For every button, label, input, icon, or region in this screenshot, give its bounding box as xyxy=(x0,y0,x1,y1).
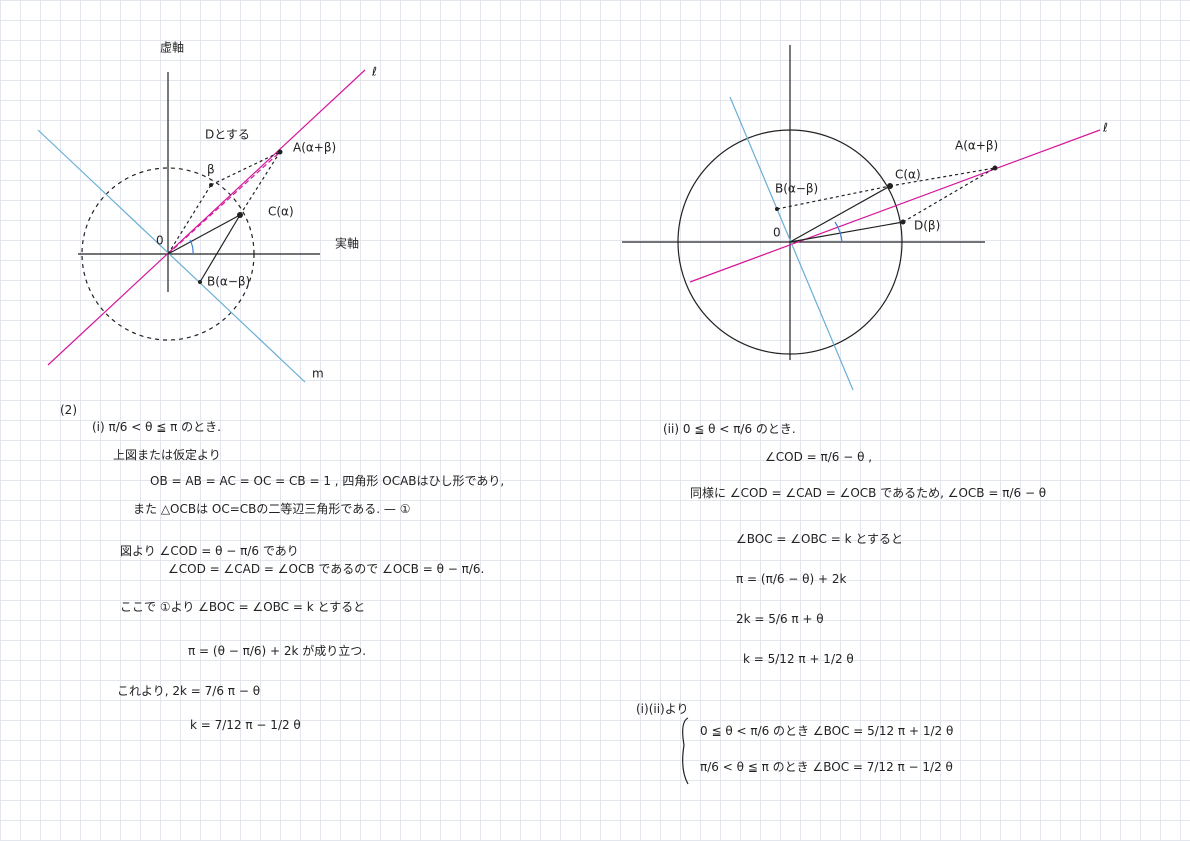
text-line: (i) π/6 < θ ≦ π のとき. xyxy=(92,420,221,434)
left-diagram xyxy=(37,69,366,383)
text-line: ここで ①より ∠BOC = ∠OBC = k とすると xyxy=(120,600,366,614)
label: D(β) xyxy=(914,219,940,233)
text-line: ∠BOC = ∠OBC = k とすると xyxy=(736,532,903,546)
text-line: また △OCBは OC=CBの二等辺三角形である. — ① xyxy=(133,502,411,516)
label: C(α) xyxy=(895,168,921,182)
text-line: これより, 2k = 7/6 π − θ xyxy=(117,684,261,698)
text-line: (ii) 0 ≦ θ < π/6 のとき. xyxy=(663,422,796,436)
text-line: 上図または仮定より xyxy=(113,448,221,462)
text-line: π = (θ − π/6) + 2k が成り立つ. xyxy=(188,644,367,658)
text-line: π = (π/6 − θ) + 2k xyxy=(736,572,847,586)
label: m xyxy=(312,367,324,381)
text-line: 同様に ∠COD = ∠CAD = ∠OCB であるため, ∠OCB = π/6… xyxy=(690,486,1047,500)
text-line: (i)(ii)より xyxy=(636,702,689,716)
label: 実軸 xyxy=(335,236,359,251)
text-line: k = 5/12 π + 1/2 θ xyxy=(743,652,854,666)
label: 0 xyxy=(156,234,164,248)
text-line: 0 ≦ θ < π/6 のとき ∠BOC = 5/12 π + 1/2 θ xyxy=(700,724,954,738)
text-line: π/6 < θ ≦ π のとき ∠BOC = 7/12 π − 1/2 θ xyxy=(700,760,953,774)
label: 0 xyxy=(773,226,781,240)
label: ℓ xyxy=(371,65,377,79)
text-line: ∠COD = π/6 − θ , xyxy=(765,450,873,464)
text-line: OB = AB = AC = OC = CB = 1 , 四角形 OCABはひし… xyxy=(150,474,505,488)
text-line: ∠COD = ∠CAD = ∠OCB であるので ∠OCB = θ − π/6. xyxy=(168,562,485,576)
text-line: 図より ∠COD = θ − π/6 であり xyxy=(120,544,299,558)
label: B(α−β) xyxy=(775,182,818,196)
text-line: 2k = 5/6 π + θ xyxy=(736,612,824,626)
right-diagram xyxy=(622,45,1101,391)
label: C(α) xyxy=(268,205,294,219)
label: B(α−β) xyxy=(207,275,250,289)
label: 虚軸 xyxy=(160,41,184,55)
label: β xyxy=(207,163,215,177)
label: Dとする xyxy=(205,128,250,142)
label: ℓ xyxy=(1102,121,1108,135)
text-line: (2) xyxy=(60,403,77,417)
label: A(α+β) xyxy=(293,141,336,155)
label: A(α+β) xyxy=(955,139,998,153)
text-line: k = 7/12 π − 1/2 θ xyxy=(190,718,301,732)
